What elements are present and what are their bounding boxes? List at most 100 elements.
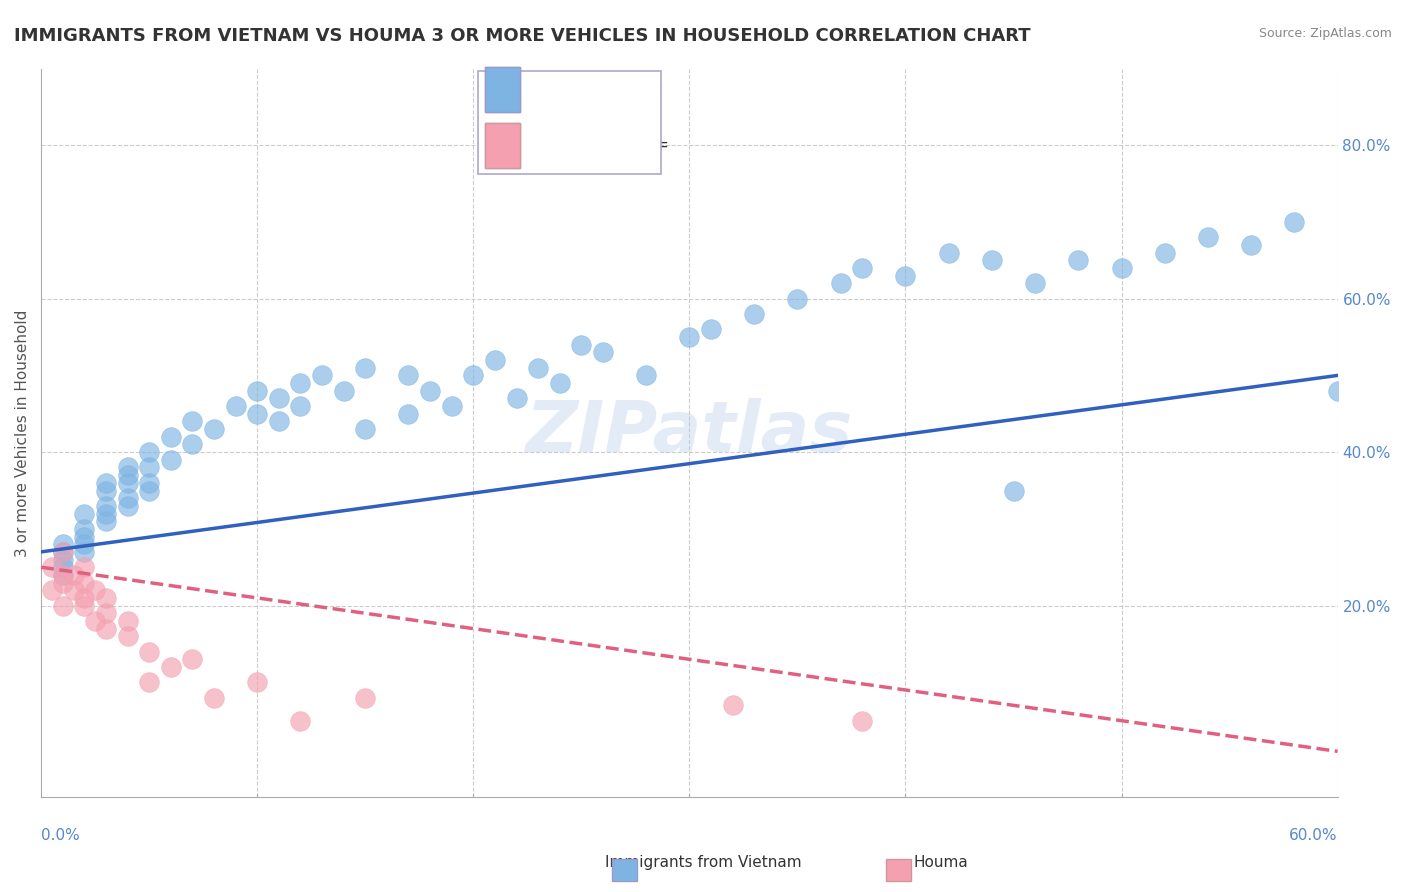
Point [225,399,247,413]
Point [246,407,269,421]
Point [84,583,107,598]
Point [94,622,117,636]
Point [138,460,160,475]
Point [786,292,808,306]
Text: Immigrants from Vietnam: Immigrants from Vietnam [605,855,801,870]
Point [1197,230,1219,244]
Point [267,392,290,406]
Point [62,583,84,598]
Text: R =  0.428   N =: R = 0.428 N = [527,80,668,98]
Point [73,537,96,551]
Point [202,422,225,436]
Point [138,483,160,498]
Point [311,368,333,383]
Point [117,460,139,475]
Point [290,376,312,390]
Point [73,575,96,590]
Point [527,360,550,375]
Point [52,537,75,551]
Point [94,514,117,528]
Text: 70: 70 [630,80,652,98]
Point [52,560,75,574]
Y-axis label: 3 or more Vehicles in Household: 3 or more Vehicles in Household [15,310,30,557]
Point [290,399,312,413]
Point [354,690,377,705]
Point [678,330,700,344]
Point [398,368,420,383]
Text: 60.0%: 60.0% [1289,828,1337,843]
Point [1002,483,1025,498]
Point [700,322,723,336]
Point [117,491,139,505]
Point [138,675,160,690]
Point [73,522,96,536]
Text: Source: ZipAtlas.com: Source: ZipAtlas.com [1258,27,1392,40]
Point [73,591,96,605]
Point [73,507,96,521]
Point [117,629,139,643]
Point [94,591,117,605]
Point [94,607,117,621]
Point [159,452,181,467]
Point [73,599,96,613]
Point [52,552,75,566]
Point [181,414,204,428]
Point [1067,253,1090,268]
Point [138,475,160,490]
Point [94,483,117,498]
Point [938,245,960,260]
Point [1284,215,1306,229]
Point [52,545,75,559]
Text: IMMIGRANTS FROM VIETNAM VS HOUMA 3 OR MORE VEHICLES IN HOUSEHOLD CORRELATION CHA: IMMIGRANTS FROM VIETNAM VS HOUMA 3 OR MO… [14,27,1031,45]
Point [94,507,117,521]
Point [117,614,139,628]
Point [980,253,1002,268]
Point [463,368,485,383]
Point [1111,260,1133,275]
Point [117,499,139,513]
Point [505,392,527,406]
Point [484,353,506,368]
Point [398,407,420,421]
Point [52,568,75,582]
Point [159,430,181,444]
Point [332,384,354,398]
Point [52,575,75,590]
Text: R =  -0.610   N =: R = -0.610 N = [527,136,675,154]
Point [1024,277,1046,291]
Point [62,568,84,582]
Point [548,376,571,390]
Point [73,560,96,574]
Point [52,545,75,559]
Point [138,645,160,659]
Text: ZIPatlas: ZIPatlas [526,399,853,467]
Point [181,652,204,666]
Point [73,529,96,543]
Point [851,714,873,728]
Point [138,445,160,459]
Point [569,337,592,351]
Point [1153,245,1175,260]
Point [52,568,75,582]
Point [246,384,269,398]
Point [117,475,139,490]
Point [851,260,873,275]
Point [73,545,96,559]
Point [1326,384,1348,398]
Point [52,599,75,613]
Point [354,422,377,436]
Point [419,384,441,398]
Point [181,437,204,451]
Point [354,360,377,375]
Point [592,345,614,359]
Point [117,468,139,483]
Point [830,277,852,291]
Text: 0.0%: 0.0% [41,828,80,843]
Point [94,475,117,490]
Text: 29: 29 [630,136,654,154]
Point [84,614,107,628]
Point [894,268,917,283]
Point [41,583,63,598]
Point [742,307,765,321]
Point [636,368,658,383]
